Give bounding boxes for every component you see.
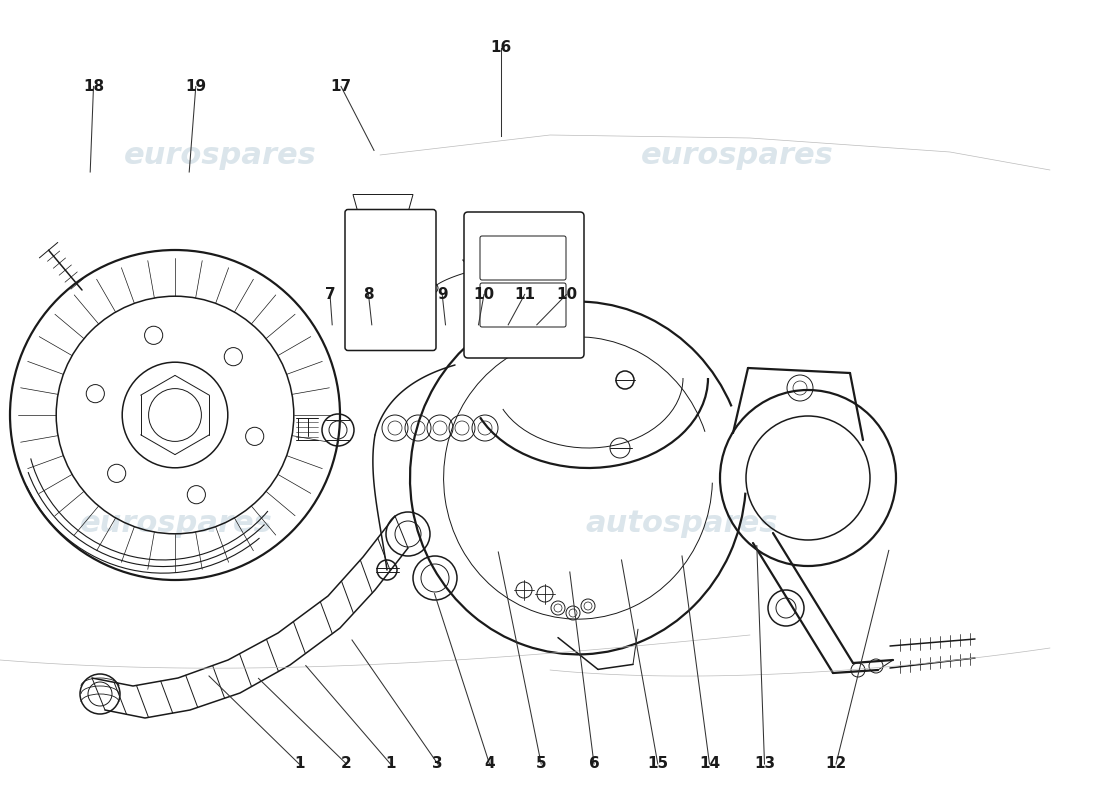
Text: 13: 13 — [754, 757, 776, 771]
Text: 19: 19 — [185, 79, 207, 94]
FancyBboxPatch shape — [480, 236, 566, 280]
Text: 11: 11 — [514, 287, 536, 302]
FancyBboxPatch shape — [480, 283, 566, 327]
Text: 9: 9 — [437, 287, 448, 302]
Text: 2: 2 — [341, 757, 352, 771]
Text: 5: 5 — [536, 757, 547, 771]
Text: 4: 4 — [484, 757, 495, 771]
Text: 8: 8 — [363, 287, 374, 302]
Text: 18: 18 — [82, 79, 104, 94]
Text: 1: 1 — [385, 757, 396, 771]
Text: 10: 10 — [556, 287, 578, 302]
Text: 15: 15 — [647, 757, 669, 771]
Text: eurospares: eurospares — [79, 510, 273, 538]
Text: 7: 7 — [324, 287, 336, 302]
Text: 17: 17 — [330, 79, 352, 94]
Text: 3: 3 — [432, 757, 443, 771]
Text: 10: 10 — [473, 287, 495, 302]
FancyBboxPatch shape — [345, 210, 436, 350]
Text: 14: 14 — [698, 757, 720, 771]
Text: autospares: autospares — [586, 510, 778, 538]
Text: eurospares: eurospares — [123, 142, 317, 170]
Text: 16: 16 — [490, 41, 512, 55]
Text: eurospares: eurospares — [640, 142, 834, 170]
FancyBboxPatch shape — [464, 212, 584, 358]
Text: 1: 1 — [294, 757, 305, 771]
Text: 12: 12 — [825, 757, 847, 771]
Text: 6: 6 — [588, 757, 600, 771]
